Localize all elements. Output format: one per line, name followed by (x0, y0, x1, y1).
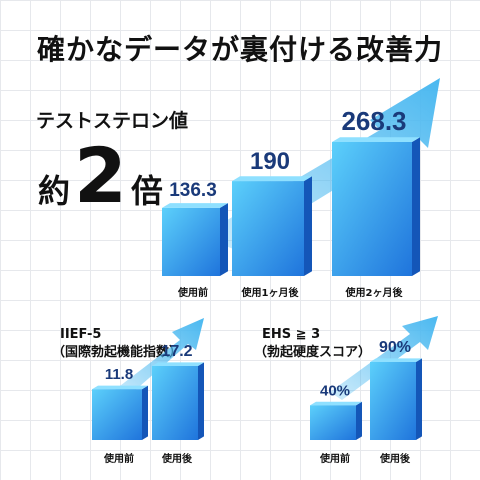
bar-value-label: 90% (379, 339, 411, 356)
bar-front (310, 405, 356, 440)
bar-2-1 (370, 358, 422, 440)
ehs-title-line2: （勃起硬度スコア） (254, 344, 372, 360)
iief-title-line1: IIEF-5 (60, 327, 102, 342)
bar-side (304, 176, 312, 276)
category-label: 使用前 (319, 452, 350, 465)
bar-value-label: 17.2 (161, 343, 192, 360)
bar-top (310, 401, 362, 406)
bar-side (198, 362, 204, 440)
bar-top (152, 362, 204, 366)
bar-front (162, 207, 220, 276)
bar-0-1 (232, 176, 312, 276)
category-label: 使用前 (103, 452, 134, 465)
iief-title-line2: （国際勃起機能指数） (52, 344, 183, 360)
bar-side (220, 203, 228, 276)
testosterone-multiplier: 約 2 倍 (38, 138, 163, 214)
category-label: 使用1ヶ月後 (241, 286, 300, 299)
bar-1-0 (92, 385, 148, 440)
bar-side (416, 358, 422, 440)
multiplier-prefix: 約 (38, 172, 71, 210)
bar-1-1 (152, 362, 204, 440)
bar-value-label: 136.3 (169, 180, 217, 201)
bar-top (332, 137, 420, 142)
bar-value-label: 40% (320, 382, 350, 399)
bar-0-2 (332, 137, 420, 276)
bar-top (92, 385, 148, 390)
ehs-trend-arrow (330, 316, 438, 400)
bar-0-0 (162, 203, 228, 276)
ehs-title: EHS ≧ 3 （勃起硬度スコア） (254, 326, 371, 361)
bar-side (356, 401, 362, 440)
bar-front (332, 142, 412, 276)
bar-top (370, 358, 422, 362)
bar-front (370, 362, 416, 440)
bar-value-label: 268.3 (341, 106, 406, 136)
bar-value-label: 190 (250, 148, 290, 175)
bar-top (232, 176, 312, 182)
ehs-title-line1: EHS ≧ 3 (262, 327, 321, 342)
multiplier-suffix: 倍 (130, 172, 163, 210)
bar-side (142, 385, 148, 440)
headline: 確かなデータが裏付ける改善力 (36, 33, 443, 66)
chart-bars: 136.3 使用前 190 使用1ヶ月後 268.3 使用2ヶ月後 11.8 使用前 17.2 使… (92, 106, 422, 465)
bar-side (412, 137, 420, 276)
bar-front (92, 389, 142, 440)
category-label: 使用後 (379, 452, 411, 465)
category-label: 使用前 (177, 286, 208, 299)
iief-trend-arrow (112, 318, 204, 400)
bar-front (152, 366, 198, 440)
iief-title: IIEF-5 （国際勃起機能指数） (52, 326, 182, 361)
bar-front (232, 181, 304, 276)
bar-top (162, 203, 228, 208)
testosterone-title: テストステロン値 (36, 110, 189, 132)
bar-value-label: 11.8 (105, 366, 133, 383)
category-label: 使用後 (161, 452, 193, 465)
multiplier-value: 2 (74, 131, 127, 220)
bar-2-0 (310, 401, 362, 440)
category-label: 使用2ヶ月後 (345, 286, 404, 299)
